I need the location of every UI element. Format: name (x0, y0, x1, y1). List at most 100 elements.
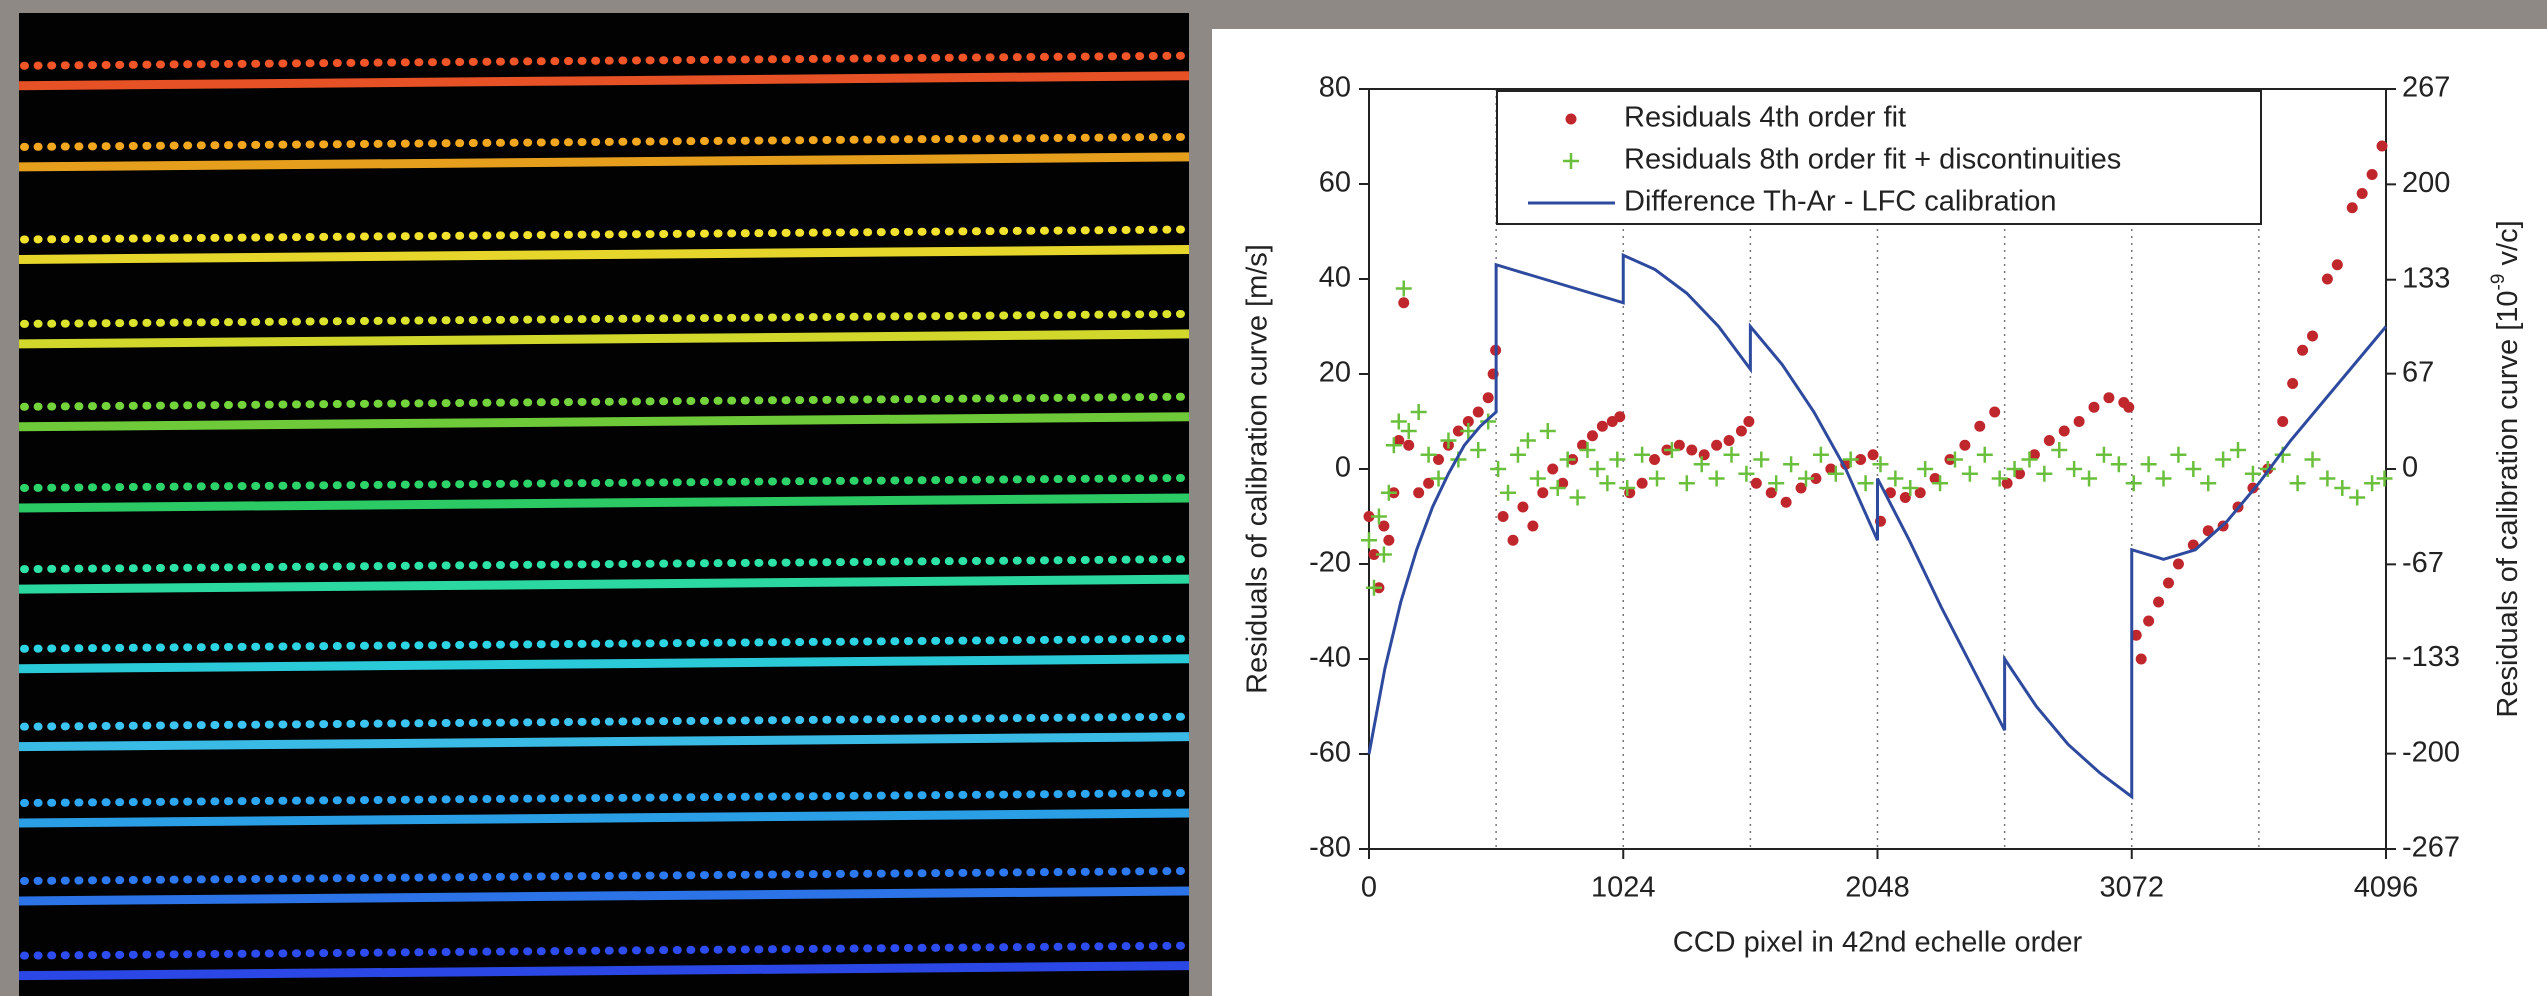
data-point (1420, 446, 1437, 463)
data-point (2021, 451, 2038, 468)
data-point (2376, 140, 2388, 152)
data-point (1579, 442, 1596, 458)
data-point (2162, 577, 2174, 589)
data-point (1363, 511, 1375, 522)
x-tick-label: 2048 (1845, 872, 1910, 904)
data-point (1365, 579, 1382, 596)
data-point (1375, 546, 1392, 563)
reference-line (18, 654, 1190, 674)
data-point (1440, 432, 1457, 449)
data-point (1470, 442, 1487, 458)
data-point (2088, 401, 2100, 413)
data-point (1750, 477, 1762, 489)
data-point (1462, 416, 1474, 427)
data-point (1872, 456, 1889, 473)
comb-dots (20, 309, 1189, 328)
data-point (1400, 423, 1417, 439)
data-point (1559, 451, 1576, 468)
data-point (1959, 439, 1971, 451)
y2-tick-label: 267 (2402, 72, 2450, 104)
data-point (1509, 446, 1526, 463)
data-point (1539, 423, 1556, 439)
data-point (2058, 425, 2070, 437)
data-point (1398, 297, 1410, 309)
data-point (2066, 461, 2083, 477)
data-point (2143, 615, 2155, 627)
reference-line (18, 961, 1190, 981)
data-point (2200, 475, 2217, 492)
y2-tick-label: -267 (2402, 832, 2460, 864)
y-tick-label: 0 (1335, 452, 1351, 484)
data-point (1932, 475, 1949, 492)
data-point (1361, 532, 1377, 549)
reference-line (18, 493, 1190, 513)
data-point (2123, 401, 2135, 413)
y2-axis-label-part: Residuals of calibration curve [10 (2492, 290, 2524, 717)
data-point (1557, 477, 1569, 489)
data-point (2155, 470, 2172, 487)
y-tick-label: -40 (1309, 642, 1351, 674)
data-point (2321, 273, 2333, 285)
comb-dots (20, 866, 1189, 885)
data-point (2014, 468, 2026, 480)
legend-label: Residuals 8th order fit + discontinuitie… (1624, 144, 2121, 176)
comb-dots (20, 634, 1189, 653)
data-point (1673, 439, 1685, 451)
data-point (2140, 456, 2157, 473)
data-point (1586, 430, 1598, 442)
spectrum-photo (18, 13, 1190, 996)
comb-dots (20, 555, 1189, 574)
data-point (1537, 487, 1549, 499)
comb-dots (20, 225, 1189, 244)
data-point (1507, 534, 1519, 546)
data-point (1517, 501, 1529, 513)
data-point (2230, 442, 2247, 458)
data-point (1723, 435, 1735, 446)
data-point (2081, 470, 2098, 487)
data-point (2170, 446, 2187, 463)
reference-line (18, 886, 1190, 906)
line-series (1367, 252, 2388, 800)
data-point (2346, 202, 2358, 214)
data-point (2366, 169, 2378, 180)
data-point (1569, 489, 1586, 506)
reference-line (18, 329, 1190, 349)
data-point (1902, 480, 1919, 496)
y2-axis-label: Residuals of calibration curve [10-9 v/c… (2488, 220, 2524, 717)
x-tick-label: 1024 (1591, 872, 1656, 904)
y-tick-label: -60 (1309, 737, 1351, 769)
data-point (1961, 465, 1978, 482)
chart: 0 1024 2048 3072 4096-80-60-40-20020406080-2… (1242, 72, 2524, 959)
data-point (1678, 475, 1695, 492)
data-point (1765, 487, 1777, 499)
reference-line (18, 808, 1190, 828)
data-point (1393, 435, 1405, 446)
y-tick-label: 40 (1319, 262, 1351, 294)
data-point (1917, 461, 1934, 477)
data-point (1430, 470, 1447, 487)
data-point (1738, 465, 1755, 482)
data-point (1529, 470, 1546, 487)
y-tick-label: -20 (1309, 547, 1351, 579)
reference-line (18, 244, 1190, 264)
y-tick-label: 60 (1319, 167, 1351, 199)
reference-line (18, 574, 1190, 594)
scatter-series (1361, 280, 2393, 596)
comb-dots (20, 712, 1189, 731)
data-point (1783, 456, 1800, 473)
data-point (1370, 508, 1387, 525)
data-point (2334, 480, 2351, 496)
data-point (2153, 596, 2165, 608)
data-point (1410, 404, 1427, 420)
comb-dots (20, 132, 1189, 151)
y-axis-label: Residuals of calibration curve [m/s] (1242, 244, 1274, 694)
data-point (1708, 470, 1725, 487)
data-point (1577, 439, 1589, 451)
reference-line (18, 152, 1190, 172)
data-point (1735, 425, 1747, 437)
y2-axis-label-part: -9 (2488, 274, 2509, 291)
data-point (2304, 451, 2321, 468)
data-point (1636, 477, 1648, 489)
data-point (1663, 442, 1680, 458)
comb-dots (20, 51, 1189, 70)
